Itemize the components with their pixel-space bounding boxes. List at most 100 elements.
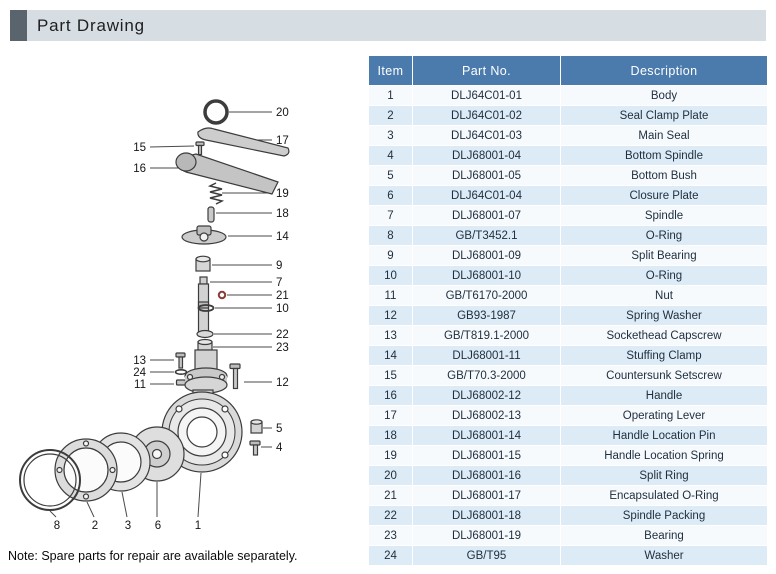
callout-label: 21 [276, 290, 289, 302]
table-row: 10 DLJ68001-10 O-Ring [368, 265, 768, 286]
cell-part-no: GB/T95 [412, 545, 561, 566]
callout-label: 17 [276, 135, 289, 147]
pin-part [207, 206, 215, 223]
table-row: 16 DLJ68002-12 Handle [368, 385, 768, 406]
page-title: Part Drawing [37, 15, 145, 35]
cell-description: Closure Plate [560, 185, 768, 206]
callout-labels: 20 17 15 16 19 18 14 9 7 21 10 22 23 13 … [54, 107, 290, 532]
callout-label: 24 [133, 367, 146, 379]
cell-description: Handle [560, 385, 768, 406]
gland-neck [194, 349, 218, 371]
title-bar: Part Drawing [10, 10, 766, 41]
large-oring-part [19, 449, 81, 511]
cell-item: 4 [368, 145, 413, 166]
cell-description: Bottom Spindle [560, 145, 768, 166]
table-row: 6 DLJ64C01-04 Closure Plate [368, 185, 768, 206]
cell-item: 18 [368, 425, 413, 446]
cell-part-no: DLJ68001-11 [412, 345, 561, 366]
table-row: 24 GB/T95 Washer [368, 545, 768, 566]
screw-12-part [229, 363, 241, 370]
table-row: 1 DLJ64C01-01 Body [368, 85, 768, 106]
cell-description: Countersunk Setscrew [560, 365, 768, 386]
cell-item: 24 [368, 545, 413, 566]
cell-description: Split Ring [560, 465, 768, 486]
cell-item: 11 [368, 285, 413, 306]
bottom-spindle-part [249, 440, 261, 446]
exploded-view-diagram: 20 17 15 16 19 18 14 9 7 21 10 22 23 13 … [19, 99, 290, 532]
table-row: 5 DLJ68001-05 Bottom Bush [368, 165, 768, 186]
callout-label: 18 [276, 208, 289, 220]
callout-label: 12 [276, 377, 289, 389]
cell-item: 9 [368, 245, 413, 266]
column-header-description: Description [560, 55, 768, 86]
cell-part-no: DLJ68001-18 [412, 505, 561, 526]
leader-lines [49, 111, 272, 518]
cell-item: 3 [368, 125, 413, 146]
callout-label: 20 [276, 107, 289, 119]
cell-item: 6 [368, 185, 413, 206]
cell-item: 17 [368, 405, 413, 426]
cell-description: Handle Location Spring [560, 445, 768, 466]
cell-part-no: GB93-1987 [412, 305, 561, 326]
cell-item: 15 [368, 365, 413, 386]
cell-item: 12 [368, 305, 413, 326]
cell-description: Split Bearing [560, 245, 768, 266]
cell-part-no: GB/T819.1-2000 [412, 325, 561, 346]
cell-part-no: DLJ68001-19 [412, 525, 561, 546]
callout-label: 7 [276, 277, 282, 289]
cell-part-no: DLJ68002-12 [412, 385, 561, 406]
callout-label: 13 [133, 355, 146, 367]
cell-description: Handle Location Pin [560, 425, 768, 446]
callout-label: 10 [276, 303, 289, 315]
spring-part [207, 182, 225, 205]
table-row: 2 DLJ64C01-02 Seal Clamp Plate [368, 105, 768, 126]
cell-part-no: DLJ68001-09 [412, 245, 561, 266]
cell-part-no: GB/T3452.1 [412, 225, 561, 246]
cell-part-no: DLJ68001-10 [412, 265, 561, 286]
table-row: 22 DLJ68001-18 Spindle Packing [368, 505, 768, 526]
cell-part-no: DLJ64C01-03 [412, 125, 561, 146]
cell-part-no: GB/T6170-2000 [412, 285, 561, 306]
spindle-packing-part [196, 329, 214, 339]
cell-item: 1 [368, 85, 413, 106]
table-row: 15 GB/T70.3-2000 Countersunk Setscrew [368, 365, 768, 386]
split-ring-part [203, 99, 229, 125]
table-row: 23 DLJ68001-19 Bearing [368, 525, 768, 546]
column-header-part-no: Part No. [412, 55, 561, 86]
cell-item: 13 [368, 325, 413, 346]
cell-description: Spindle [560, 205, 768, 226]
cell-part-no: DLJ68001-15 [412, 445, 561, 466]
nut-part [175, 379, 187, 386]
table-row: 14 DLJ68001-11 Stuffing Clamp [368, 345, 768, 366]
cell-description: O-Ring [560, 225, 768, 246]
cell-item: 22 [368, 505, 413, 526]
cell-item: 2 [368, 105, 413, 126]
table-row: 3 DLJ64C01-03 Main Seal [368, 125, 768, 146]
cell-part-no: DLJ68001-07 [412, 205, 561, 226]
cell-part-no: GB/T70.3-2000 [412, 365, 561, 386]
cell-description: O-Ring [560, 265, 768, 286]
cell-part-no: DLJ64C01-01 [412, 85, 561, 106]
callout-label: 19 [276, 188, 289, 200]
table-row: 19 DLJ68001-15 Handle Location Spring [368, 445, 768, 466]
parts-table: Item Part No. Description 1 DLJ64C01-01 … [368, 55, 768, 566]
valve-parts [19, 99, 290, 511]
washer-part [174, 368, 188, 375]
cell-description: Encapsulated O-Ring [560, 485, 768, 506]
callout-label: 22 [276, 329, 289, 341]
table-row: 9 DLJ68001-09 Split Bearing [368, 245, 768, 266]
cell-description: Body [560, 85, 768, 106]
cell-item: 16 [368, 385, 413, 406]
cell-description: Operating Lever [560, 405, 768, 426]
spindle-part [199, 276, 208, 285]
cell-part-no: DLJ68001-04 [412, 145, 561, 166]
cell-description: Spindle Packing [560, 505, 768, 526]
cell-description: Nut [560, 285, 768, 306]
callout-label: 5 [276, 423, 282, 435]
cell-item: 5 [368, 165, 413, 186]
table-row: 21 DLJ68001-17 Encapsulated O-Ring [368, 485, 768, 506]
table-row: 20 DLJ68001-16 Split Ring [368, 465, 768, 486]
callout-label: 2 [92, 520, 98, 532]
callout-label: 6 [155, 520, 161, 532]
